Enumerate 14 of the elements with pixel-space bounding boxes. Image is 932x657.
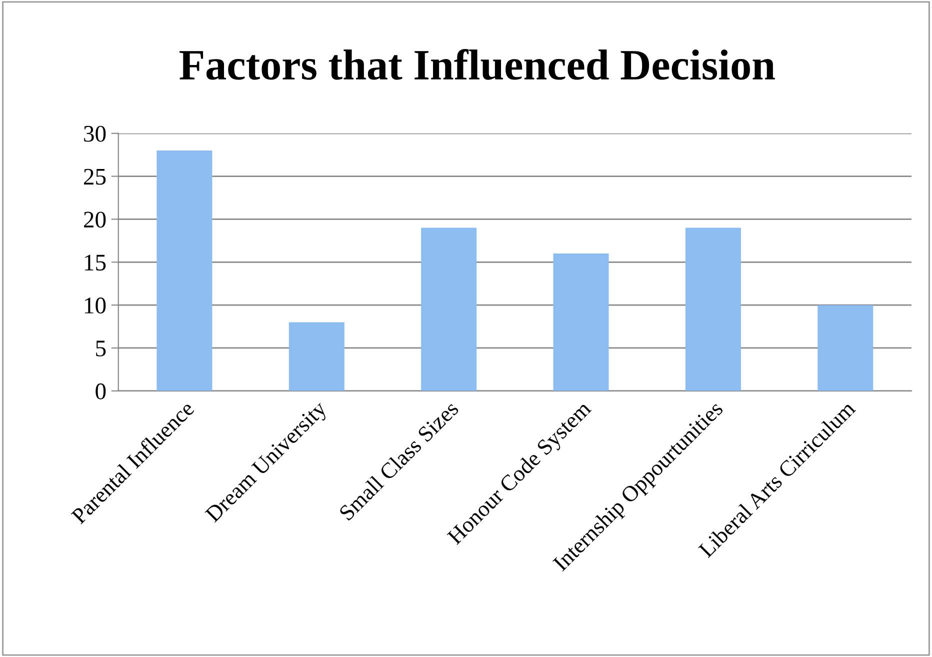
chart-title: Factors that Influenced Decision <box>180 49 775 80</box>
y-tick-label: 20 <box>84 212 106 228</box>
bar <box>685 228 741 391</box>
y-tick-label: 0 <box>96 383 106 400</box>
bar <box>288 322 344 391</box>
bar <box>421 228 477 391</box>
bar <box>553 254 609 391</box>
y-tick-label: 5 <box>96 340 106 356</box>
y-tick-label: 30 <box>84 126 106 142</box>
y-tick-label: 25 <box>84 168 106 185</box>
bar <box>818 305 874 391</box>
y-tick-label: 15 <box>85 254 106 271</box>
bar <box>156 150 212 391</box>
y-tick-label: 10 <box>85 298 106 314</box>
